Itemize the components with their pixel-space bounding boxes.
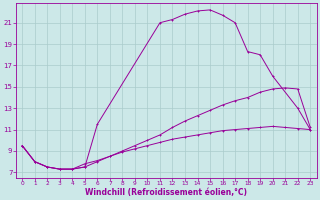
X-axis label: Windchill (Refroidissement éolien,°C): Windchill (Refroidissement éolien,°C) bbox=[85, 188, 247, 197]
